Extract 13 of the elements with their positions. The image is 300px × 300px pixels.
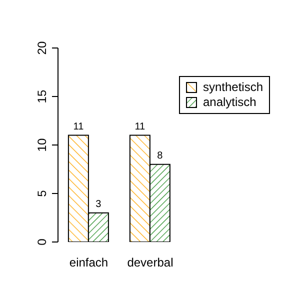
y-tick-label: 10 bbox=[35, 138, 49, 152]
data-label: 11 bbox=[73, 121, 84, 132]
x-tick-label: deverbal bbox=[127, 256, 174, 270]
y-tick-label: 15 bbox=[35, 90, 49, 104]
y-tick-label: 5 bbox=[35, 190, 49, 197]
x-tick-label: einfach bbox=[69, 256, 108, 270]
data-label: 8 bbox=[157, 150, 164, 162]
legend-label: synthetisch bbox=[202, 80, 263, 95]
data-label: 3 bbox=[96, 198, 102, 210]
y-tick-label: 0 bbox=[35, 238, 49, 246]
data-label: 11 bbox=[134, 121, 146, 132]
y-tick-label: 20 bbox=[35, 41, 49, 55]
legend-label: analytisch bbox=[202, 95, 256, 110]
